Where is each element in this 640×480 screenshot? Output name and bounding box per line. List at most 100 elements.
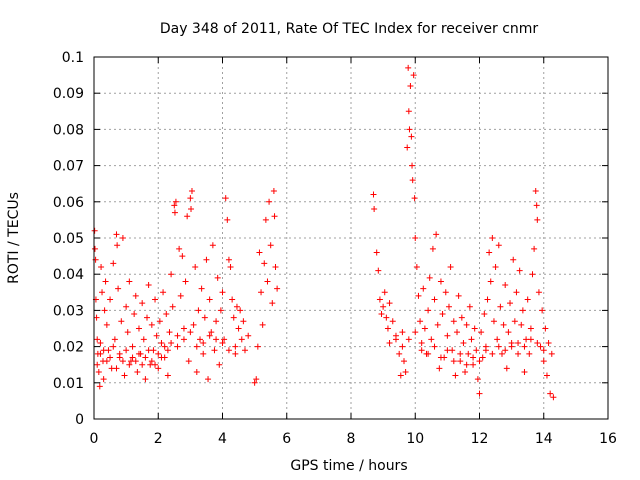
data-point: [169, 303, 176, 310]
data-point: [431, 296, 438, 303]
data-point: [479, 354, 486, 361]
data-point: [139, 361, 146, 368]
data-point: [180, 325, 187, 332]
y-tick-label: 0.06: [53, 195, 84, 211]
data-point: [515, 350, 522, 357]
data-point: [251, 379, 258, 386]
data-point: [498, 350, 505, 357]
data-point: [235, 325, 242, 332]
data-point: [166, 329, 173, 336]
data-point: [158, 339, 165, 346]
data-point: [213, 336, 220, 343]
data-point: [119, 358, 126, 365]
data-point: [144, 314, 151, 321]
data-point: [547, 390, 554, 397]
data-point: [529, 271, 536, 278]
data-point: [397, 372, 404, 379]
data-point: [197, 336, 204, 343]
data-point: [213, 318, 220, 325]
data-point: [94, 361, 101, 368]
data-point: [216, 361, 223, 368]
data-point: [521, 368, 528, 375]
data-point: [229, 296, 236, 303]
data-point: [132, 358, 139, 365]
data-point: [96, 383, 103, 390]
data-point: [468, 336, 475, 343]
data-point: [402, 368, 409, 375]
x-tick-label: 6: [282, 431, 291, 447]
data-point: [490, 318, 497, 325]
data-point: [478, 329, 485, 336]
data-point: [539, 307, 546, 314]
data-point: [195, 307, 202, 314]
data-point: [97, 339, 104, 346]
x-axis-label: GPS time / hours: [290, 458, 407, 474]
data-point: [481, 311, 488, 318]
data-point: [188, 206, 195, 213]
data-point: [405, 64, 412, 71]
data-point: [534, 216, 541, 223]
y-axis-label: ROTI / TECUs: [6, 192, 22, 284]
data-point: [389, 318, 396, 325]
data-point: [129, 354, 136, 361]
data-point: [232, 343, 239, 350]
data-point: [495, 242, 502, 249]
data-point: [463, 321, 470, 328]
data-point: [383, 314, 390, 321]
data-point: [508, 343, 515, 350]
data-point: [434, 321, 441, 328]
data-point: [384, 325, 391, 332]
data-point: [230, 314, 237, 321]
data-point: [428, 336, 435, 343]
data-point: [238, 336, 245, 343]
data-point: [155, 350, 162, 357]
data-point: [134, 368, 141, 375]
data-point: [107, 296, 114, 303]
y-tick-label: 0.03: [53, 303, 84, 319]
data-point: [163, 311, 170, 318]
data-point: [168, 339, 175, 346]
data-point: [511, 318, 518, 325]
data-point: [161, 343, 168, 350]
data-point: [409, 177, 416, 184]
y-tick-label: 0.08: [53, 122, 84, 138]
data-point: [126, 361, 133, 368]
data-point: [543, 372, 550, 379]
data-point: [407, 82, 414, 89]
data-point: [187, 329, 194, 336]
data-point: [442, 289, 449, 296]
data-point: [155, 365, 162, 372]
data-point: [118, 318, 125, 325]
data-point: [126, 278, 133, 285]
data-point: [123, 347, 130, 354]
data-point: [532, 187, 539, 194]
data-point: [187, 195, 194, 202]
y-tick-label: 0.02: [53, 340, 84, 356]
x-tick-label: 16: [599, 431, 617, 447]
axis-ticks: 0 2 4 6 8 10 12 14 16 0 0.01 0.02 0.03 0.04 0.05 0.06 0.…: [53, 50, 617, 447]
data-point: [193, 368, 200, 375]
data-point: [386, 339, 393, 346]
data-point: [201, 314, 208, 321]
data-point: [489, 350, 496, 357]
data-point: [381, 289, 388, 296]
data-point: [179, 253, 186, 260]
x-tick-label: 2: [154, 431, 163, 447]
data-point: [497, 303, 504, 310]
data-point: [507, 300, 514, 307]
data-point: [208, 329, 215, 336]
data-points: [91, 64, 557, 401]
data-point: [200, 339, 207, 346]
data-point: [444, 332, 451, 339]
data-point: [392, 332, 399, 339]
data-point: [418, 339, 425, 346]
data-point: [476, 358, 483, 365]
data-point: [386, 300, 393, 307]
data-point: [516, 267, 523, 274]
data-point: [437, 278, 444, 285]
data-point: [258, 289, 265, 296]
data-point: [457, 358, 464, 365]
data-point: [494, 336, 501, 343]
y-tick-label: 0.09: [53, 86, 84, 102]
data-point: [192, 263, 199, 270]
